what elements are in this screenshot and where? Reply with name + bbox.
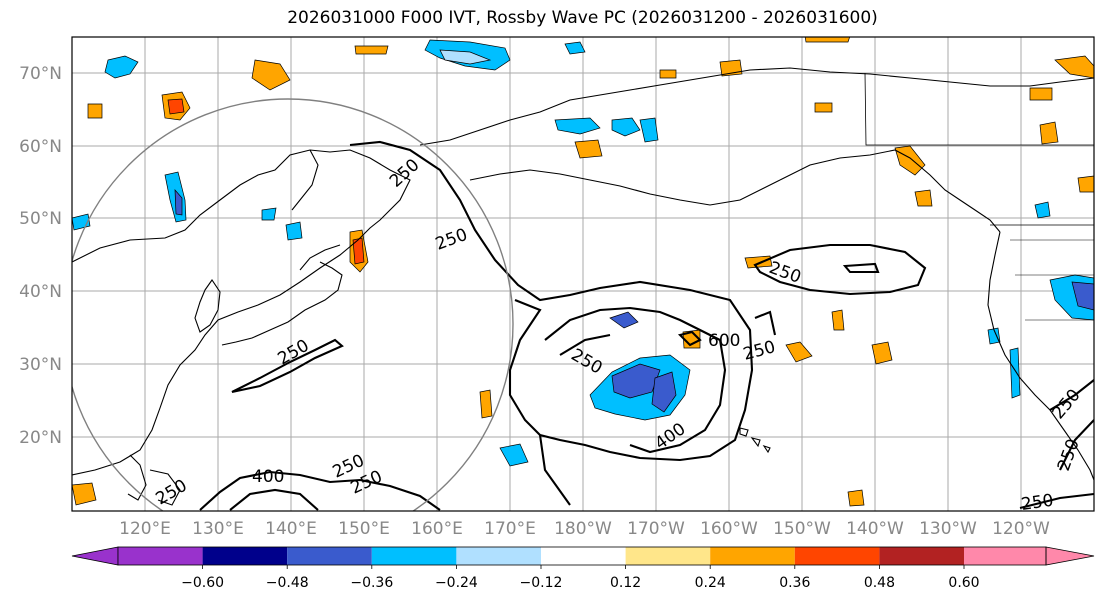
colorbar: −0.60 −0.48 −0.36 −0.24 −0.12 0.12 0.24 … xyxy=(71,546,1095,591)
lon-label: 130°E xyxy=(192,519,244,539)
lon-label: 130°W xyxy=(919,519,977,539)
colorbar-segment xyxy=(541,547,626,565)
colorbar-tick-label: 0.24 xyxy=(695,575,726,591)
lon-label: 180°W xyxy=(554,519,612,539)
longitude-labels: 120°E 130°E 140°E 150°E 160°E 170°E 180°… xyxy=(119,519,1050,539)
colorbar-segment xyxy=(287,547,372,565)
contour-label: 250 xyxy=(1020,491,1055,515)
lat-label: 70°N xyxy=(19,64,62,84)
lon-label: 150°E xyxy=(338,519,390,539)
colorbar-segment xyxy=(71,546,119,566)
lon-label: 120°E xyxy=(119,519,171,539)
lon-label: 160°W xyxy=(700,519,758,539)
latitude-labels: 70°N 60°N 50°N 40°N 30°N 20°N xyxy=(19,64,62,448)
lat-label: 30°N xyxy=(19,355,62,375)
colorbar-tick-label: −0.48 xyxy=(266,575,309,591)
colorbar-segment xyxy=(710,547,795,565)
colorbar-segment xyxy=(118,547,203,565)
lon-label: 120°W xyxy=(992,519,1050,539)
lon-label: 140°E xyxy=(265,519,317,539)
lat-label: 50°N xyxy=(19,209,62,229)
colorbar-tick-label: −0.12 xyxy=(520,575,563,591)
map-border xyxy=(71,36,1095,512)
gridlines xyxy=(72,37,1094,511)
rossby-wave-circle xyxy=(72,98,514,511)
colorbar-segment xyxy=(964,547,1046,565)
colorbar-tick-label: −0.24 xyxy=(435,575,478,591)
colorbar-segment xyxy=(371,547,457,565)
colorbar-tick-label: 0.48 xyxy=(864,575,895,591)
lon-label: 170°W xyxy=(627,519,685,539)
colorbar-segment xyxy=(794,547,880,565)
colorbar-tick-label: 0.60 xyxy=(948,575,979,591)
coastlines xyxy=(72,67,1094,506)
colorbar-segment xyxy=(1045,546,1095,566)
colorbar-tick-label: 0.12 xyxy=(610,575,641,591)
ivt-contours xyxy=(199,140,1094,511)
map-title: 2026031000 F000 IVT, Rossby Wave PC (202… xyxy=(287,8,878,28)
lon-label: 150°W xyxy=(773,519,831,539)
lat-label: 20°N xyxy=(19,428,62,448)
lon-label: 170°E xyxy=(484,519,536,539)
lat-label: 40°N xyxy=(19,282,62,302)
lon-label: 140°W xyxy=(846,519,904,539)
colorbar-segment xyxy=(879,547,964,565)
anomaly-patches xyxy=(72,37,1094,507)
colorbar-tick-label: −0.36 xyxy=(350,575,393,591)
contour-label: 600 xyxy=(708,331,740,351)
contour-label: 400 xyxy=(252,467,284,487)
lon-label: 160°E xyxy=(411,519,463,539)
colorbar-segment xyxy=(625,547,711,565)
colorbar-tick-label: 0.36 xyxy=(779,575,810,591)
lat-label: 60°N xyxy=(19,137,62,157)
colorbar-tick-label: −0.60 xyxy=(181,575,224,591)
colorbar-segment xyxy=(456,547,541,565)
colorbar-segment xyxy=(202,547,288,565)
